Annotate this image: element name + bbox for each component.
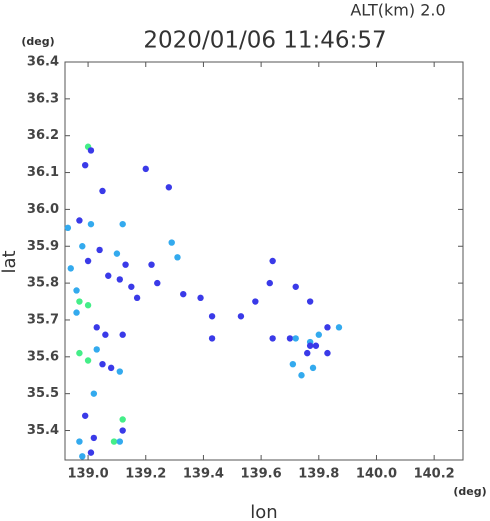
echo-point — [133, 294, 141, 302]
echo-point — [116, 276, 123, 283]
y-tick-label: 36.4 — [27, 55, 59, 70]
echo-point — [304, 349, 311, 357]
echo-point — [107, 364, 115, 372]
echo-point — [76, 298, 83, 305]
echo-point — [237, 313, 245, 320]
y-unit: (deg) — [21, 35, 54, 48]
echo-point — [105, 272, 112, 279]
echo-point — [335, 324, 343, 331]
y-axis-label: lat — [0, 250, 20, 273]
x-tick-label: 139.0 — [68, 467, 109, 482]
echo-point — [306, 342, 314, 349]
echo-point — [102, 331, 109, 338]
echo-point — [128, 283, 135, 290]
echo-point — [289, 360, 297, 368]
echo-point — [286, 335, 294, 342]
echo-point — [315, 331, 322, 338]
echo-point — [119, 416, 126, 423]
echo-point — [76, 349, 83, 357]
echo-point — [67, 265, 74, 272]
echo-point — [197, 294, 204, 302]
echo-point — [180, 290, 187, 298]
echo-point — [122, 261, 129, 268]
echo-point — [87, 449, 95, 456]
echo-point — [116, 438, 123, 445]
echo-point — [90, 390, 98, 397]
x-tick-label: 139.4 — [183, 467, 224, 482]
y-tick-label: 35.5 — [27, 386, 59, 401]
echo-point — [110, 438, 118, 445]
echo-point — [90, 434, 98, 442]
echo-point — [266, 279, 273, 287]
echo-point — [312, 342, 320, 349]
echo-point — [76, 438, 83, 445]
y-tick-label: 35.4 — [27, 423, 59, 438]
x-tick-label: 140.0 — [356, 467, 397, 482]
echo-point — [148, 261, 155, 268]
echo-point — [292, 283, 299, 290]
echo-point — [208, 335, 216, 342]
echo-point — [252, 298, 259, 305]
echo-point — [73, 287, 80, 294]
x-unit: (deg) — [453, 485, 486, 498]
plot-frame — [64, 61, 464, 461]
echo-point — [324, 349, 331, 357]
echo-point — [99, 360, 106, 368]
echo-point — [84, 302, 92, 309]
echo-point — [142, 165, 149, 173]
y-tick-label: 35.6 — [27, 349, 59, 364]
echo-point — [87, 147, 95, 154]
echo-point — [116, 368, 123, 375]
x-axis-label: lon — [250, 502, 277, 521]
echo-point — [269, 257, 276, 265]
echo-point — [93, 324, 100, 331]
echo-point — [79, 243, 86, 250]
echo-point — [73, 309, 80, 316]
echo-point — [119, 331, 126, 338]
echo-point — [168, 239, 175, 246]
y-tick-label: 36.3 — [27, 91, 59, 106]
echo-point — [84, 357, 92, 364]
echo-point — [154, 279, 161, 287]
x-tick-label: 139.8 — [298, 467, 339, 482]
echo-point — [269, 335, 276, 342]
y-tick-label: 36.2 — [27, 128, 59, 143]
echo-point — [87, 220, 95, 228]
x-tick-label: 140.2 — [414, 467, 455, 482]
echo-point — [81, 412, 89, 419]
altitude-label: ALT(km) 2.0 — [350, 1, 445, 20]
x-tick-label: 139.6 — [241, 467, 282, 482]
echo-point — [84, 257, 92, 265]
echo-point — [64, 224, 72, 232]
echo-point — [208, 313, 216, 320]
echo-point — [165, 184, 173, 191]
x-tick-label: 139.2 — [125, 467, 166, 482]
y-tick-label: 36.0 — [27, 202, 59, 217]
echo-point — [292, 335, 299, 342]
y-tick-label: 35.8 — [27, 276, 59, 291]
echo-point — [119, 220, 126, 228]
echo-point — [93, 346, 100, 353]
echo-point — [309, 364, 317, 372]
echo-point — [298, 372, 305, 379]
y-tick-label: 35.7 — [27, 312, 59, 327]
echo-point — [81, 161, 89, 169]
echo-point — [76, 217, 83, 224]
echo-point — [99, 187, 106, 195]
echo-point — [79, 453, 86, 460]
echo-point — [113, 250, 121, 257]
echo-point — [306, 298, 314, 305]
y-tick-label: 35.9 — [27, 239, 59, 254]
echo-point — [119, 427, 126, 434]
echo-point — [174, 254, 181, 261]
chart-title: 2020/01/06 11:46:57 — [143, 28, 386, 54]
echo-point — [96, 246, 103, 254]
y-tick-label: 36.1 — [27, 165, 59, 180]
echo-point — [324, 324, 331, 331]
